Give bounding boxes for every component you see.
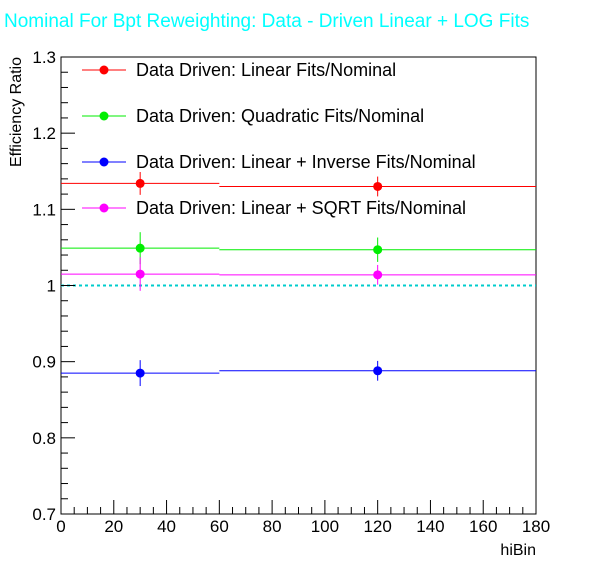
legend-label: Data Driven: Linear + SQRT Fits/Nominal xyxy=(136,198,466,218)
x-tick-label: 180 xyxy=(522,517,550,536)
series-1 xyxy=(61,172,536,197)
legend-entry-4: Data Driven: Linear + SQRT Fits/Nominal xyxy=(82,198,466,218)
x-tick-label: 80 xyxy=(263,517,282,536)
y-tick-label: 0.8 xyxy=(32,429,56,448)
legend-marker xyxy=(99,157,109,167)
series-3-point-2 xyxy=(373,366,383,376)
x-tick-label: 160 xyxy=(469,517,497,536)
x-axis-label: hiBin xyxy=(500,542,536,559)
y-tick-label: 1.1 xyxy=(32,200,56,219)
legend: Data Driven: Linear Fits/Nominal Data Dri… xyxy=(82,60,476,218)
series-3-point-1 xyxy=(135,368,145,378)
legend-label: Data Driven: Linear Fits/Nominal xyxy=(136,60,396,80)
y-tick-label: 1.3 xyxy=(32,48,56,67)
series-1-point-1 xyxy=(135,178,145,188)
series-4-point-2 xyxy=(373,270,383,280)
legend-marker xyxy=(99,65,109,75)
legend-marker xyxy=(99,203,109,213)
y-axis-label: Efficiency Ratio xyxy=(8,57,25,167)
legend-label: Data Driven: Linear + Inverse Fits/Nomin… xyxy=(136,152,476,172)
series-2 xyxy=(61,232,536,265)
y-tick-label: 1.2 xyxy=(32,124,56,143)
series-4-point-1 xyxy=(135,269,145,279)
series-3 xyxy=(61,360,536,387)
x-tick-label: 100 xyxy=(311,517,339,536)
legend-label: Data Driven: Quadratic Fits/Nominal xyxy=(136,106,424,126)
y-tick-label: 0.9 xyxy=(32,353,56,372)
legend-entry-2: Data Driven: Quadratic Fits/Nominal xyxy=(82,106,424,126)
series-2-point-1 xyxy=(135,243,145,253)
series-1-point-2 xyxy=(373,181,383,191)
y-tick-label: 0.7 xyxy=(32,505,56,524)
x-tick-label: 40 xyxy=(157,517,176,536)
x-tick-label: 120 xyxy=(363,517,391,536)
x-tick-label: 0 xyxy=(56,517,65,536)
x-tick-label: 60 xyxy=(210,517,229,536)
legend-marker xyxy=(99,111,109,121)
x-tick-label: 140 xyxy=(416,517,444,536)
x-tick-label: 20 xyxy=(104,517,123,536)
legend-entry-3: Data Driven: Linear + Inverse Fits/Nomin… xyxy=(82,152,476,172)
series-4 xyxy=(61,257,536,291)
legend-entry-1: Data Driven: Linear Fits/Nominal xyxy=(82,60,396,80)
chart-title: Nominal For Bpt Reweighting: Data - Driv… xyxy=(4,11,529,32)
series-2-point-2 xyxy=(373,245,383,255)
y-tick-label: 1 xyxy=(47,277,56,296)
